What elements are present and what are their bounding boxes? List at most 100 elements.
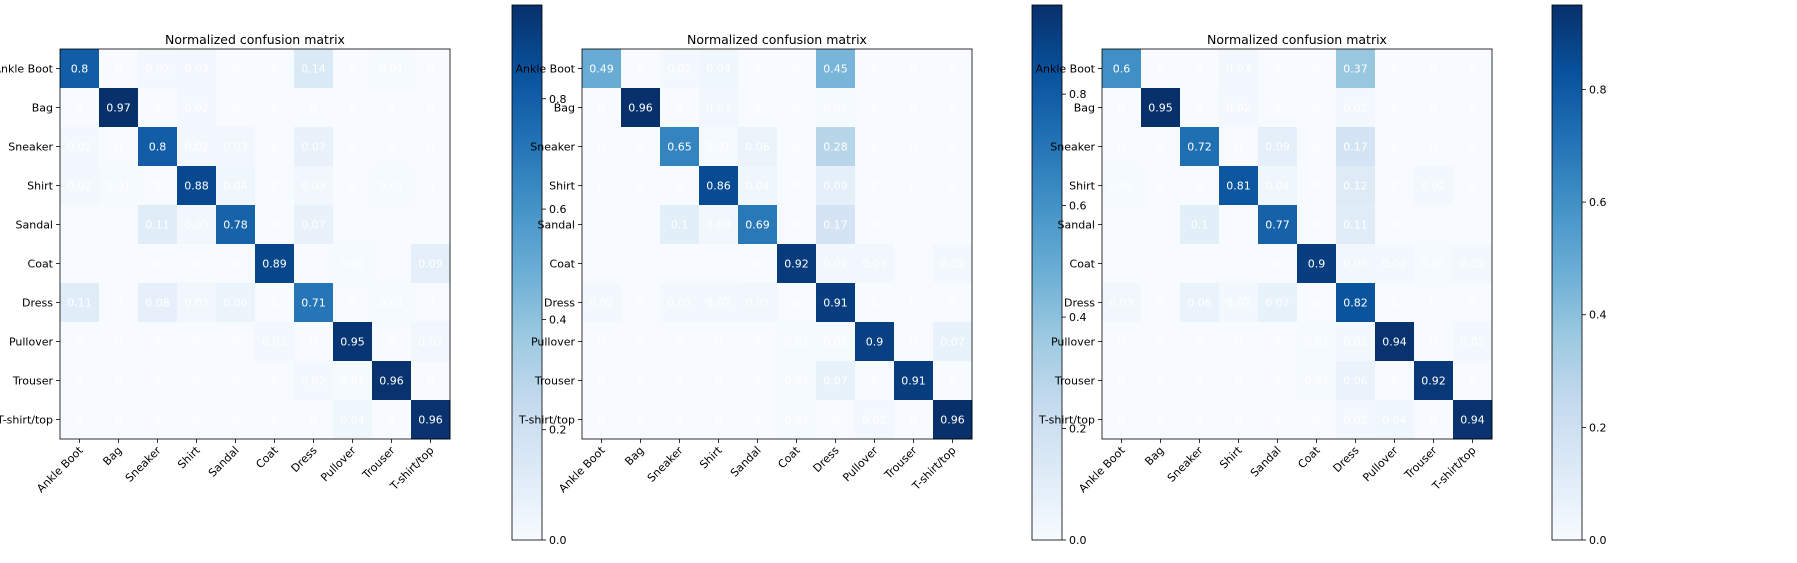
cell-value-label: 0 (1118, 141, 1125, 154)
cell-value-label: 0 (1196, 336, 1203, 349)
cell-value-label: 0 (1118, 219, 1125, 232)
heatmap-cell-r6-c6 (294, 283, 334, 323)
colorbar-tick-label: 0.0 (549, 534, 567, 547)
cell-value-label: 0.02 (1343, 336, 1368, 349)
cell-value-label: 0 (676, 180, 683, 193)
cell-value-label: 0.02 (823, 258, 848, 271)
cell-value-label: 0 (388, 258, 395, 271)
cell-value-label: 0.02 (862, 414, 887, 427)
cell-value-label: 0 (754, 258, 761, 271)
heatmap-cell-r3-c1 (99, 166, 139, 206)
heatmap-cell-r2-c6 (294, 127, 334, 167)
heatmap-cell-r3-c0 (1102, 166, 1142, 206)
x-tick-label: Ankle Boot (556, 443, 608, 495)
heatmap-cell-r0-c7 (1375, 49, 1415, 89)
cell-value-label: 0 (1196, 63, 1203, 76)
cell-value-label: 0.09 (418, 258, 443, 271)
heatmap-cell-r7-c7 (1375, 322, 1415, 362)
heatmap-cell-r5-c4 (1258, 244, 1298, 284)
cell-value-label: 0 (1118, 336, 1125, 349)
heatmap-cell-r2-c4 (1258, 127, 1298, 167)
cell-value-label: 0.9 (866, 336, 884, 349)
cell-value-label: 0 (1274, 102, 1281, 115)
heatmap-cell-r5-c5 (1297, 244, 1337, 284)
cell-value-label: 0 (1118, 414, 1125, 427)
cell-value-label: 0.95 (340, 336, 365, 349)
heatmap-cell-r8-c4 (1258, 361, 1298, 401)
cell-value-label: 0 (598, 414, 605, 427)
cell-value-label: 0.02 (67, 141, 92, 154)
heatmap-cell-r1-c2 (1180, 88, 1220, 128)
cell-value-label: 0.02 (1382, 258, 1407, 271)
cell-value-label: 0.04 (223, 180, 248, 193)
cell-value-label: 0 (1118, 102, 1125, 115)
heatmap-cell-r2-c1 (99, 127, 139, 167)
cell-value-label: 0 (1235, 414, 1242, 427)
heatmap-cell-r9-c4 (738, 400, 778, 440)
cell-value-label: 0 (871, 375, 878, 388)
cell-value-label: 0.8 (71, 63, 89, 76)
colorbar-tick-label: 0.6 (1069, 200, 1087, 213)
heatmap-cell-r5-c4 (738, 244, 778, 284)
cell-value-label: 0.01 (1109, 180, 1134, 193)
heatmap-cell-r7-c0 (1102, 322, 1142, 362)
heatmap-cell-r8-c4 (216, 361, 256, 401)
heatmap-cell-r2-c6 (816, 127, 856, 167)
y-tick-label: Shirt (27, 180, 54, 193)
y-tick-label: Sandal (538, 219, 575, 232)
x-tick-label: Trouser (881, 444, 920, 483)
cell-value-label: 0 (427, 219, 434, 232)
heatmap-cell-r1-c1 (1141, 88, 1181, 128)
cell-value-label: 0 (349, 297, 356, 310)
heatmap-cell-r6-c2 (660, 283, 700, 323)
heatmap-cell-r4-c1 (99, 205, 139, 245)
cell-value-label: 0.02 (184, 141, 209, 154)
heatmap-cell-r2-c8 (894, 127, 934, 167)
heatmap-cell-r0-c9 (1453, 49, 1493, 89)
heatmap-cell-r4-c9 (411, 205, 451, 245)
cell-value-label: 0 (1430, 141, 1437, 154)
cell-value-label: 0.03 (706, 102, 731, 115)
heatmap-cell-r1-c6 (816, 88, 856, 128)
heatmap-cell-r2-c4 (216, 127, 256, 167)
cell-value-label: 0.07 (301, 141, 326, 154)
heatmap-cell-r4-c4 (738, 205, 778, 245)
cell-value-label: 0.11 (1343, 219, 1368, 232)
cell-value-label: 0 (115, 297, 122, 310)
heatmap-cell-r8-c5 (777, 361, 817, 401)
heatmap-cell-r5-c3 (1219, 244, 1259, 284)
heatmap-cell-r2-c7 (855, 127, 895, 167)
cell-value-label: 0.86 (706, 180, 731, 193)
cell-value-label: 0 (1157, 141, 1164, 154)
cell-value-label: 0 (949, 102, 956, 115)
cell-value-label: 0 (637, 375, 644, 388)
cell-value-label: 0.96 (940, 414, 965, 427)
x-tick-label: Sandal (728, 444, 764, 480)
cell-value-label: 0 (793, 297, 800, 310)
heatmap-cell-r6-c2 (1180, 283, 1220, 323)
heatmap-cell-r1-c4 (1258, 88, 1298, 128)
cell-value-label: 0 (154, 258, 161, 271)
cell-value-label: 0.03 (745, 297, 770, 310)
heatmap-cell-r9-c6 (294, 400, 334, 440)
cell-value-label: 0.03 (184, 219, 209, 232)
heatmap-cell-r4-c8 (894, 205, 934, 245)
heatmap-cell-r8-c7 (333, 361, 373, 401)
heatmap-cell-r9-c7 (1375, 400, 1415, 440)
heatmap-cell-r1-c0 (60, 88, 100, 128)
cell-value-label: 0.95 (1148, 102, 1173, 115)
cell-value-label: 0 (1274, 258, 1281, 271)
cell-value-label: 0 (1157, 414, 1164, 427)
y-tick-label: Sneaker (530, 141, 575, 154)
heatmap-cell-r4-c4 (216, 205, 256, 245)
heatmap-cell-r9-c0 (582, 400, 622, 440)
x-tick-label: Ankle Boot (34, 443, 86, 495)
cell-value-label: 0.01 (340, 258, 365, 271)
cell-value-label: 0 (1235, 141, 1242, 154)
x-tick-label: Dress (289, 444, 320, 475)
heatmap-cell-r6-c5 (1297, 283, 1337, 323)
heatmap-cell-r3-c3 (1219, 166, 1259, 206)
heatmap-cell-r9-c8 (1414, 400, 1454, 440)
y-tick-label: Pullover (1051, 336, 1096, 349)
heatmap-cell-r7-c9 (1453, 322, 1493, 362)
